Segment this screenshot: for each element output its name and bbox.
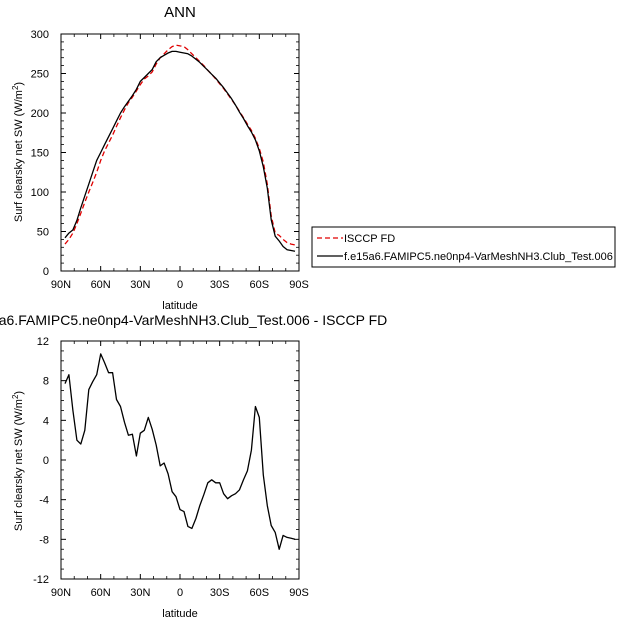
- x-tick-label: 90N: [51, 279, 71, 291]
- series-group: [64, 353, 296, 550]
- x-axis-label: latitude: [162, 608, 197, 620]
- y-tick-label: 100: [31, 187, 49, 199]
- x-tick-label: 60S: [250, 279, 270, 291]
- y-tick-label: -12: [33, 574, 49, 586]
- x-tick-label: 0: [177, 587, 183, 599]
- y-tick-label: 300: [31, 29, 49, 41]
- chart-title: ANN: [164, 4, 196, 21]
- top-chart: ANN Surf clearsky net SW (W/m2) latitude…: [11, 4, 309, 312]
- series-group: [64, 44, 296, 252]
- plot-frame: [60, 33, 300, 272]
- y-tick-label: 250: [31, 69, 49, 81]
- legend-box: [311, 226, 616, 268]
- series-line-f-e15a6-famipc5-ne0np4-varmeshnh3-club-test-006: [64, 50, 296, 252]
- x-tick-label: 0: [177, 279, 183, 291]
- y-axis-label: Surf clearsky net SW (W/m2): [11, 391, 25, 531]
- legend-label-isccp: ISCCP FD: [344, 233, 395, 245]
- y-tick-label: 200: [31, 108, 49, 120]
- series-line-isccp-fd: [64, 44, 296, 246]
- x-tick-label: 30S: [210, 279, 230, 291]
- x-tick-label: 30S: [210, 587, 230, 599]
- y-tick-label: 12: [37, 336, 49, 348]
- x-tick-label: 90N: [51, 587, 71, 599]
- y-tick-label: -8: [39, 534, 49, 546]
- legend-label-model: f.e15a6.FAMIPC5.ne0np4-VarMeshNH3.Club_T…: [344, 251, 613, 263]
- y-tick-label: 50: [37, 227, 49, 239]
- legend: ISCCP FD f.e15a6.FAMIPC5.ne0np4-VarMeshN…: [311, 226, 616, 268]
- y-tick-label: -4: [39, 495, 49, 507]
- y-tick-label: 150: [31, 148, 49, 160]
- x-tick-label: 90S: [289, 279, 309, 291]
- x-axis-label: latitude: [162, 300, 197, 312]
- x-tick-label: 60S: [250, 587, 270, 599]
- plot-frame: [60, 340, 300, 580]
- x-tick-label: 30N: [130, 587, 150, 599]
- y-tick-label: 0: [43, 455, 49, 467]
- x-tick-label: 90S: [289, 587, 309, 599]
- x-tick-label: 30N: [130, 279, 150, 291]
- y-axis-label: Surf clearsky net SW (W/m2): [11, 82, 25, 222]
- chart-title: a6.FAMIPC5.ne0np4-VarMeshNH3.Club_Test.0…: [0, 312, 387, 328]
- x-tick-label: 60N: [91, 587, 111, 599]
- x-tick-label: 60N: [91, 279, 111, 291]
- series-line-difference: [64, 353, 296, 550]
- bottom-chart: a6.FAMIPC5.ne0np4-VarMeshNH3.Club_Test.0…: [0, 312, 387, 620]
- y-tick-label: 0: [43, 266, 49, 278]
- y-tick-label: 4: [43, 415, 49, 427]
- y-tick-label: 8: [43, 376, 49, 388]
